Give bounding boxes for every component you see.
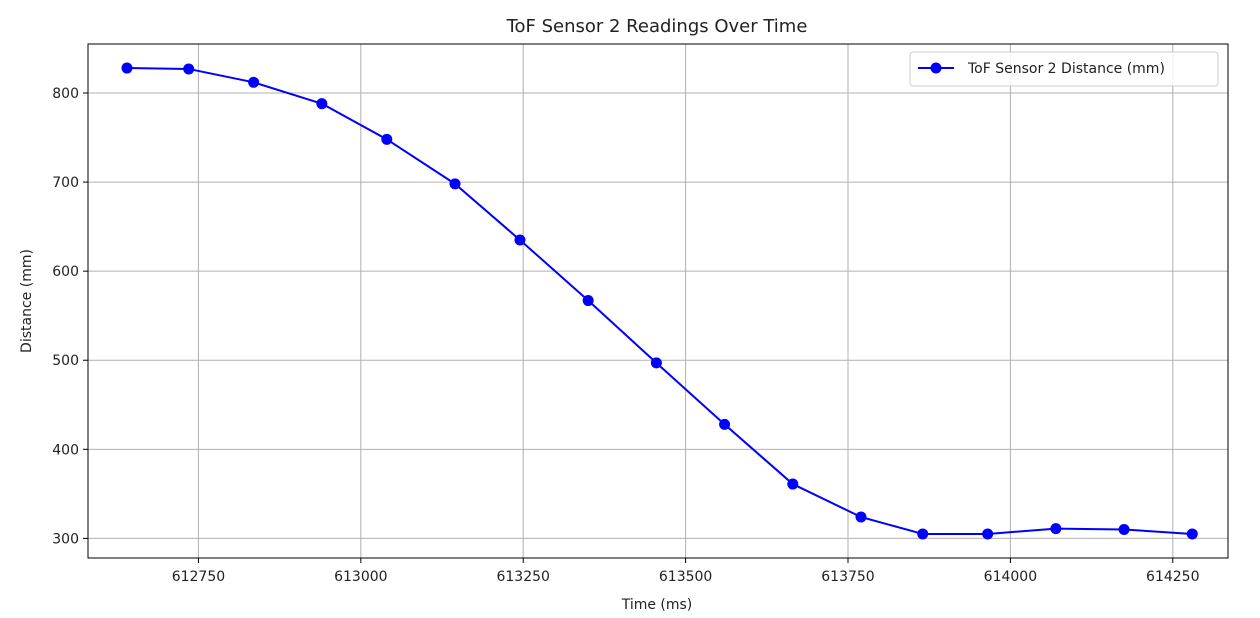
data-point (719, 418, 731, 430)
y-tick-label: 500 (52, 353, 79, 369)
data-point (514, 234, 526, 246)
data-point (650, 357, 662, 369)
data-point (1050, 523, 1062, 535)
data-point (381, 133, 393, 145)
legend-box (909, 51, 1219, 87)
y-tick-label: 800 (52, 86, 79, 102)
data-point (449, 178, 461, 190)
plot-frame (87, 43, 1229, 559)
data-point (121, 62, 133, 74)
data-point (787, 478, 799, 490)
legend-point-marker (930, 62, 942, 74)
y-tick-label: 300 (52, 531, 79, 547)
data-point (248, 76, 260, 88)
x-tick-label: 613500 (659, 569, 712, 585)
chart-title: ToF Sensor 2 Readings Over Time (506, 16, 808, 37)
data-point (582, 295, 594, 307)
series-layer (121, 62, 1198, 540)
x-axis: 612750 613000 613250 613500 613750 614000 6142… (172, 558, 1200, 585)
y-axis-label: Distance (mm) (19, 249, 35, 353)
data-point (917, 528, 929, 540)
data-point (1118, 523, 1130, 535)
x-tick-label: 613000 (334, 569, 387, 585)
y-tick-label: 600 (52, 264, 79, 280)
x-tick-label: 613250 (496, 569, 549, 585)
y-axis: 300 400 500 600 700 800 (52, 86, 88, 547)
x-tick-label: 612750 (172, 569, 225, 585)
data-point (183, 63, 195, 75)
data-point (316, 98, 328, 110)
x-tick-label: 614000 (984, 569, 1037, 585)
x-tick-label: 613750 (821, 569, 874, 585)
legend-label: ToF Sensor 2 Distance (mm) (967, 61, 1165, 77)
y-tick-label: 400 (52, 442, 79, 458)
data-point (1186, 528, 1198, 540)
y-tick-label: 700 (52, 175, 79, 191)
data-point (855, 511, 867, 523)
legend: ToF Sensor 2 Distance (mm) (909, 51, 1219, 87)
x-tick-label: 614250 (1146, 569, 1199, 585)
x-axis-label: Time (ms) (621, 597, 693, 613)
data-point (982, 528, 994, 540)
